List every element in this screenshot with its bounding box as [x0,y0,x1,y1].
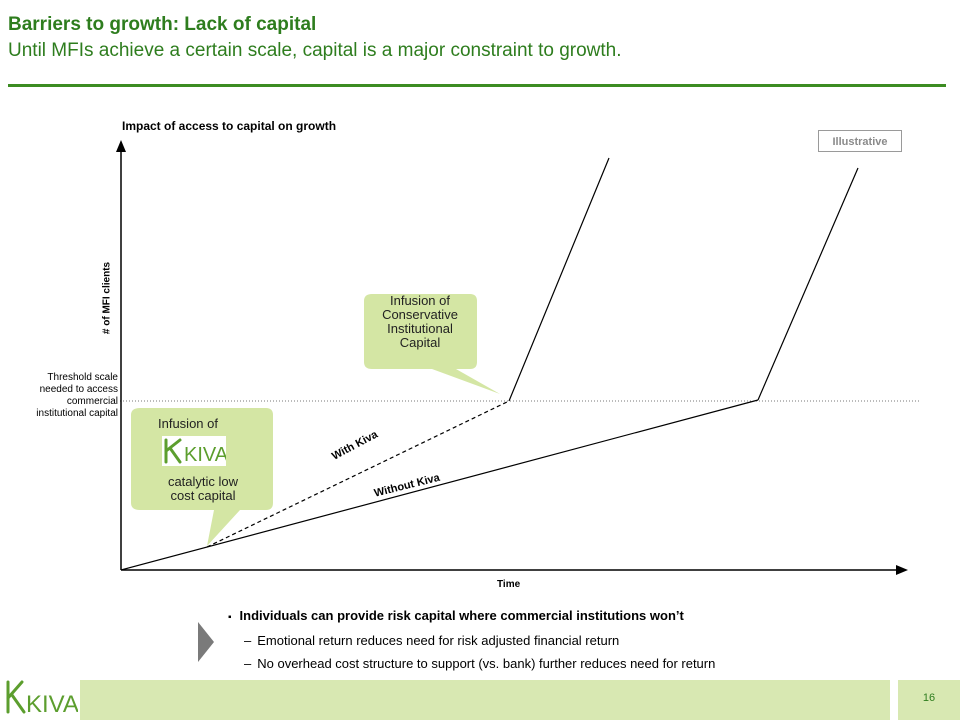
without-kiva-growth-line [757,167,859,401]
sub-bullet: – No overhead cost structure to support (… [244,656,715,671]
callout-kiva-text-top: Infusion of [158,416,218,431]
callout-institutional-text: Infusion of Conservative Institutional C… [382,293,458,350]
bullet-main: ▪ Individuals can provide risk capital wh… [228,608,684,623]
y-axis-label: # of MFI clients [101,261,113,335]
x-axis-arrow [896,565,908,575]
illustrative-badge: Illustrative [818,130,902,152]
chevron-right-icon [198,622,214,662]
callout-kiva-text-bottom: catalytic low cost capital [167,474,239,503]
sub-bullet-dash: – [244,633,252,648]
footer-logo-text: KIVA [26,691,78,718]
x-axis-label: Time [497,579,521,590]
chart-title: Impact of access to capital on growth [122,119,337,133]
bullet-main-text: Individuals can provide risk capital whe… [239,608,684,623]
callout-institutional-bubble [364,294,500,394]
slide-title: Barriers to growth: Lack of capital [8,14,317,35]
with-kiva-growth-line [508,157,610,402]
slide-subtitle: Until MFIs achieve a certain scale, capi… [8,40,622,61]
sub-bullet-dash: – [244,656,252,671]
kiva-logo-text: KIVA [184,444,226,466]
sub-bullet-text: No overhead cost structure to support (v… [257,656,716,671]
threshold-label: Threshold scale needed to access commerc… [36,372,118,419]
title-divider [8,84,946,87]
page-number: 16 [922,692,936,704]
sub-bullet-text: Emotional return reduces need for risk a… [257,633,620,648]
bullet-marker: ▪ [228,612,232,623]
sub-bullet: – Emotional return reduces need for risk … [244,633,619,648]
footer-band [80,680,890,720]
kiva-footer-logo: KIVA [6,680,78,718]
page-number-box [898,680,960,720]
without-kiva-line [120,399,759,571]
y-axis-arrow [116,140,126,152]
kiva-logo-icon: KIVA [162,436,229,466]
